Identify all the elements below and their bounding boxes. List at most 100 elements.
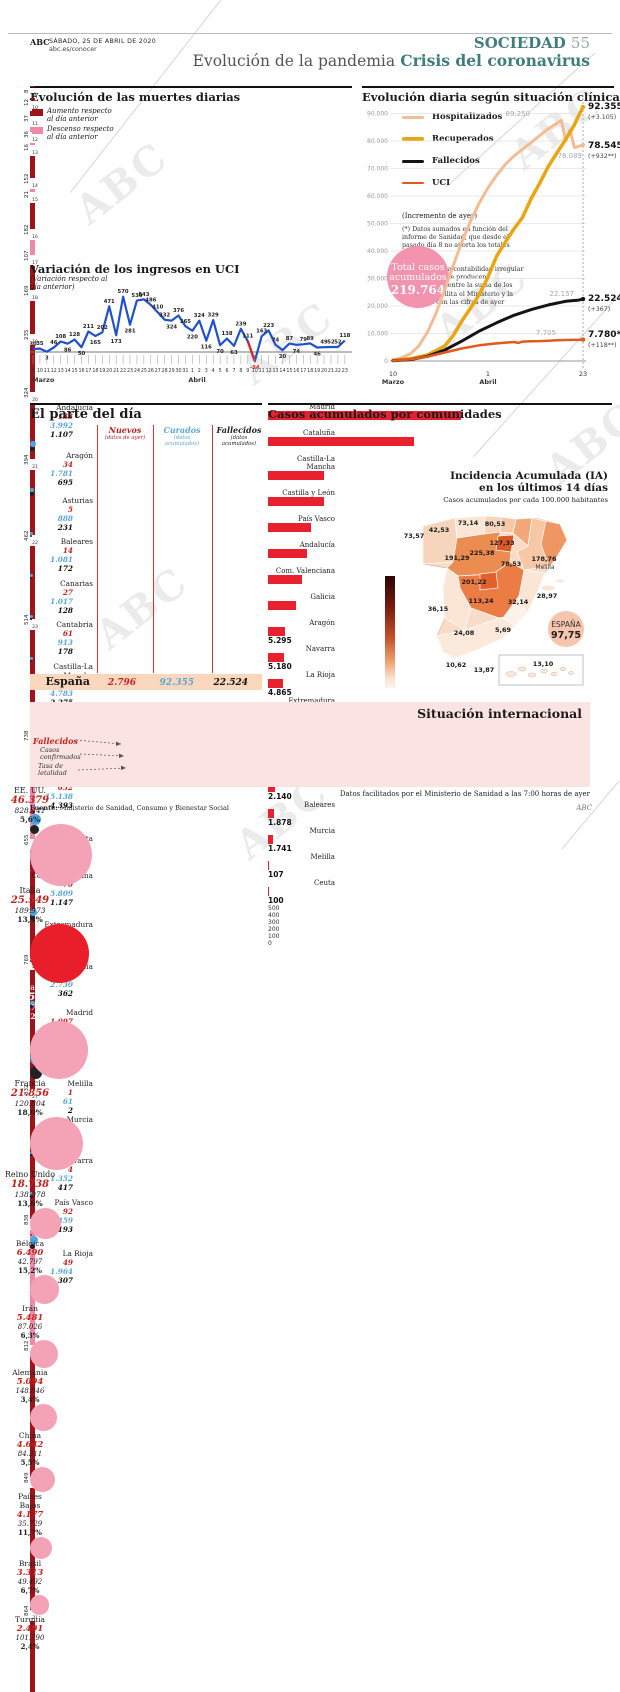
row-nuevos: 34 — [30, 460, 73, 469]
svg-text:21: 21 — [328, 368, 334, 374]
bar — [30, 203, 35, 229]
svg-text:163: 163 — [256, 329, 267, 335]
country-rate: 10,2% — [0, 1012, 310, 1021]
svg-text:11: 11 — [44, 368, 50, 374]
country-cases: 120.804 — [0, 1099, 310, 1108]
svg-text:22: 22 — [335, 368, 341, 374]
svg-text:30.000: 30.000 — [367, 276, 388, 283]
svg-text:220: 220 — [187, 335, 198, 341]
svg-text:2: 2 — [198, 368, 201, 374]
svg-text:13: 13 — [272, 368, 278, 374]
svg-text:10.000: 10.000 — [367, 331, 388, 338]
svg-text:16: 16 — [293, 368, 299, 374]
svg-text:17: 17 — [85, 368, 91, 374]
kicker-title: Crisis del coronavirus — [400, 51, 590, 70]
country-rate: 2,4% — [0, 1642, 310, 1651]
section-header: SOCIEDAD 55 — [474, 33, 590, 52]
country-cases: 84.311 — [0, 1450, 310, 1458]
svg-text:324: 324 — [166, 325, 177, 331]
community-bar — [268, 471, 324, 480]
community-bar — [268, 653, 284, 662]
svg-text:329: 329 — [208, 313, 219, 319]
svg-text:111: 111 — [242, 334, 253, 340]
svg-text:219.764: 219.764 — [391, 283, 445, 297]
svg-text:1: 1 — [191, 368, 194, 374]
page-number: 55 — [571, 34, 590, 52]
country-bubble-4 — [30, 1021, 88, 1079]
map-value-la-rioja: 225,38 — [469, 549, 495, 557]
map-value-canarias: 13,10 — [533, 660, 554, 668]
country-bubble-11 — [30, 1537, 52, 1559]
community-bar — [268, 575, 302, 584]
col-nuevos-sub: (datos de ayer) — [102, 435, 148, 441]
community-value: 17.776 — [268, 506, 319, 515]
svg-text:78.545*: 78.545* — [588, 141, 620, 151]
svg-text:14: 14 — [279, 368, 285, 374]
community-bar — [268, 437, 414, 446]
svg-text:3: 3 — [205, 368, 208, 374]
community-label: La Rioja — [268, 671, 335, 679]
row-fallecidos: 128 — [30, 606, 73, 615]
section-rule — [268, 403, 612, 405]
canarias-islands — [506, 667, 574, 677]
svg-text:15: 15 — [286, 368, 292, 374]
map-value-baleares: 28,97 — [537, 592, 558, 600]
col-nuevos-label: Nuevos — [102, 425, 148, 435]
row-region: Canarias — [30, 579, 93, 588]
community-value: 10.906 — [268, 584, 297, 593]
svg-text:211: 211 — [83, 324, 94, 330]
svg-text:70: 70 — [216, 349, 224, 355]
svg-text:12: 12 — [266, 368, 272, 374]
map-value-melilla-inset: 13,87 — [474, 666, 495, 674]
total-curados: 92.355 — [148, 678, 194, 688]
parte-title: El parte del día — [30, 407, 142, 422]
col-curados-sub: (datos acumulados) — [156, 435, 208, 447]
map-value-cataluna: 178,76 — [531, 555, 557, 563]
svg-text:35: 35 — [36, 341, 44, 347]
svg-text:30: 30 — [175, 368, 181, 374]
bar-day-label: 16 — [30, 235, 40, 240]
row-fallecidos: 695 — [30, 478, 73, 487]
svg-text:13: 13 — [58, 368, 64, 374]
country-rate: 6,3% — [0, 1331, 310, 1340]
svg-text:376: 376 — [173, 308, 184, 314]
svg-text:50.000: 50.000 — [367, 221, 388, 228]
total-row: España 2.796 92.355 22.524 — [30, 674, 262, 690]
bar-day-label: 13 — [30, 151, 40, 156]
col-fallecidos-sub: (datos acumulados) — [216, 435, 262, 447]
svg-text:63: 63 — [230, 350, 238, 356]
country-rate: 11,7% — [0, 1528, 310, 1537]
bar-day-label: 20 — [30, 398, 40, 403]
svg-text:4: 4 — [212, 368, 215, 374]
svg-text:202: 202 — [97, 325, 108, 331]
country-deaths: 3.313 — [0, 1568, 310, 1578]
country-name: Turquía — [0, 1615, 310, 1624]
country-name: Brasil — [0, 1559, 310, 1568]
community-bar — [268, 627, 285, 636]
community-label: Andalucía — [268, 541, 335, 549]
ia-map: Incidencia Acumulada (IA) en los últimos… — [398, 468, 616, 703]
svg-text:27: 27 — [155, 368, 161, 374]
svg-text:265: 265 — [180, 319, 191, 325]
international-panel: Situación internacional Fallecidos Casos… — [30, 702, 590, 802]
site-url[interactable]: abc.es/conocer — [49, 46, 97, 53]
map-value-murcia: 5,69 — [495, 626, 512, 634]
svg-text:87: 87 — [286, 336, 294, 342]
source-text: Ministerio de Sanidad, Consumo y Bienest… — [60, 804, 229, 812]
svg-text:5: 5 — [219, 368, 222, 374]
svg-text:486: 486 — [145, 297, 156, 303]
svg-text:25: 25 — [141, 368, 147, 374]
kicker-text: Evolución de la pandemia — [193, 52, 396, 70]
community-bar — [268, 523, 311, 532]
country-rate: 15,2% — [0, 1266, 310, 1275]
country-name: Países — [0, 1492, 310, 1501]
parte-table: El parte del día Nuevos (datos de ayer) … — [30, 403, 262, 695]
country-deaths: 22.524 — [0, 992, 310, 1003]
country-deaths: 4.642 — [0, 1440, 310, 1450]
svg-text:7: 7 — [232, 368, 235, 374]
map-value-galicia: 73,57 — [404, 532, 425, 540]
country-bubble-5 — [30, 1117, 83, 1170]
community-value: 46.571 — [268, 446, 409, 455]
